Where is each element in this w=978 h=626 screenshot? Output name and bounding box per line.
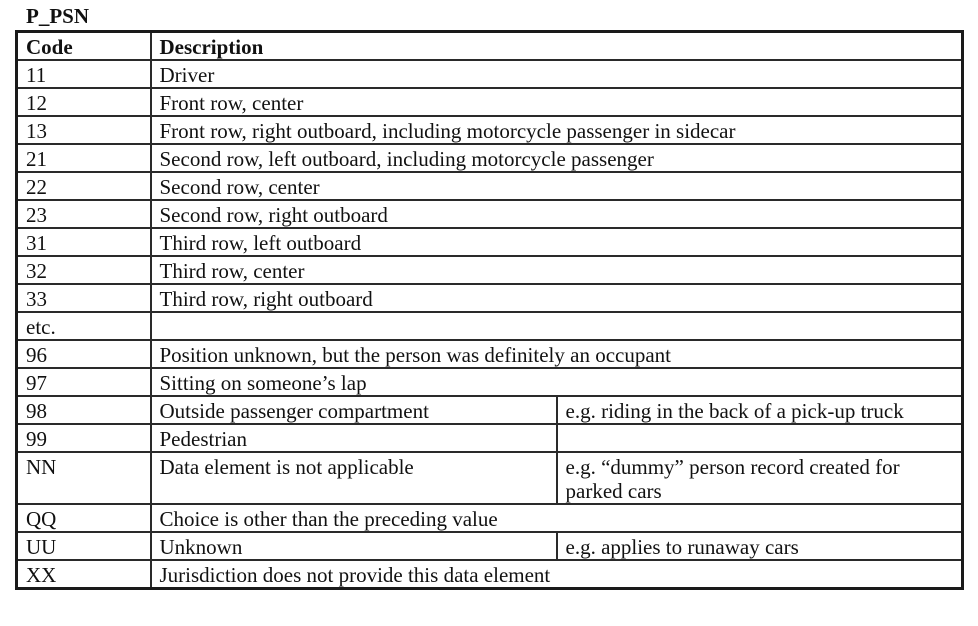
table-row: 32 Third row, center bbox=[15, 255, 964, 285]
description-cell: Jurisdiction does not provide this data … bbox=[149, 559, 964, 590]
code-cell: etc. bbox=[15, 311, 152, 341]
note-cell: e.g. applies to runaway cars bbox=[555, 531, 964, 561]
description-cell: Data element is not applicable bbox=[149, 451, 558, 505]
description-cell: Third row, left outboard bbox=[149, 227, 964, 257]
code-cell: 11 bbox=[15, 59, 152, 89]
note-cell: e.g. riding in the back of a pick-up tru… bbox=[555, 395, 964, 425]
description-cell: Third row, right outboard bbox=[149, 283, 964, 313]
table-row: 11 Driver bbox=[15, 59, 964, 89]
code-cell: 22 bbox=[15, 171, 152, 201]
description-cell: Choice is other than the preceding value bbox=[149, 503, 964, 533]
code-cell: NN bbox=[15, 451, 152, 505]
description-cell: Third row, center bbox=[149, 255, 964, 285]
note-cell: e.g. “dummy” person record created for p… bbox=[555, 451, 964, 505]
table-title: P_PSN bbox=[26, 4, 89, 28]
table-row: etc. bbox=[15, 311, 964, 341]
description-cell: Second row, center bbox=[149, 171, 964, 201]
code-cell: 31 bbox=[15, 227, 152, 257]
code-cell: 12 bbox=[15, 87, 152, 117]
code-cell: 98 bbox=[15, 395, 152, 425]
description-cell: Outside passenger compartment bbox=[149, 395, 558, 425]
table-row: 98 Outside passenger compartment e.g. ridi… bbox=[15, 395, 964, 425]
description-cell: Second row, right outboard bbox=[149, 199, 964, 229]
header-row: Code Description bbox=[15, 30, 964, 61]
code-cell: UU bbox=[15, 531, 152, 561]
table-row: 99 Pedestrian bbox=[15, 423, 964, 453]
table-row: NN Data element is not applicable e.g. “du… bbox=[15, 451, 964, 505]
code-cell: 32 bbox=[15, 255, 152, 285]
table-row: 96 Position unknown, but the person was d… bbox=[15, 339, 964, 369]
table-row: 97 Sitting on someone’s lap bbox=[15, 367, 964, 397]
table-row: UU Unknown e.g. applies to runaway cars bbox=[15, 531, 964, 561]
code-cell: 33 bbox=[15, 283, 152, 313]
table-row: 21 Second row, left outboard, including m… bbox=[15, 143, 964, 173]
code-cell: XX bbox=[15, 559, 152, 590]
code-cell: 96 bbox=[15, 339, 152, 369]
code-cell: QQ bbox=[15, 503, 152, 533]
code-cell: 13 bbox=[15, 115, 152, 145]
description-cell: Position unknown, but the person was def… bbox=[149, 339, 964, 369]
code-table: Code Description 11 Driver 12 Front row, ce… bbox=[15, 30, 965, 590]
code-cell: 99 bbox=[15, 423, 152, 453]
description-cell: Front row, right outboard, including mot… bbox=[149, 115, 964, 145]
description-cell bbox=[149, 311, 964, 341]
table-row: 12 Front row, center bbox=[15, 87, 964, 117]
table-row: 23 Second row, right outboard bbox=[15, 199, 964, 229]
description-cell: Driver bbox=[149, 59, 964, 89]
table-row: 31 Third row, left outboard bbox=[15, 227, 964, 257]
table-row: 33 Third row, right outboard bbox=[15, 283, 964, 313]
note-cell bbox=[555, 423, 964, 453]
code-cell: 21 bbox=[15, 143, 152, 173]
description-cell: Sitting on someone’s lap bbox=[149, 367, 964, 397]
table-row: QQ Choice is other than the preceding val… bbox=[15, 503, 964, 533]
header-description: Description bbox=[149, 30, 964, 61]
description-cell: Front row, center bbox=[149, 87, 964, 117]
description-cell: Second row, left outboard, including mot… bbox=[149, 143, 964, 173]
header-code: Code bbox=[15, 30, 152, 61]
description-cell: Pedestrian bbox=[149, 423, 558, 453]
code-cell: 23 bbox=[15, 199, 152, 229]
code-cell: 97 bbox=[15, 367, 152, 397]
table-row: 22 Second row, center bbox=[15, 171, 964, 201]
table-body: 11 Driver 12 Front row, center 13 Front row, … bbox=[15, 59, 964, 590]
table-row: 13 Front row, right outboard, including m… bbox=[15, 115, 964, 145]
table-row: XX Jurisdiction does not provide this dat… bbox=[15, 559, 964, 590]
description-cell: Unknown bbox=[149, 531, 558, 561]
